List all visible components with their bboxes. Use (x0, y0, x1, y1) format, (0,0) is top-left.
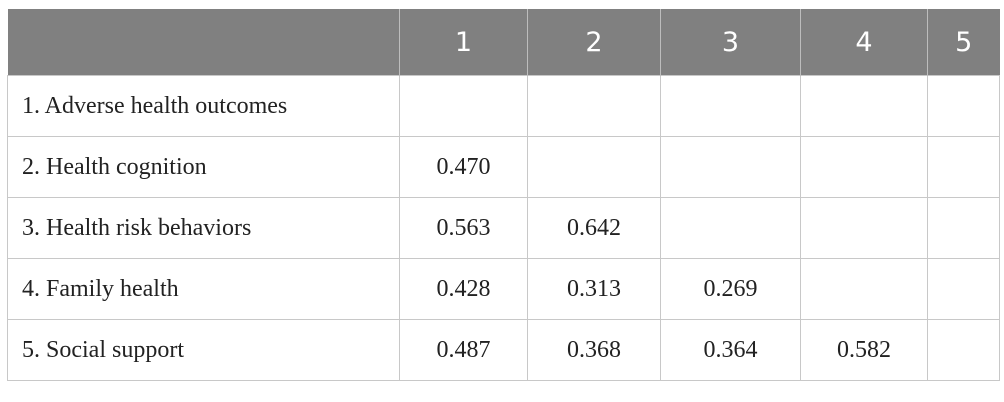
empty-cell (800, 75, 928, 137)
column-header: 1 (399, 9, 528, 76)
empty-cell (927, 136, 1000, 198)
table-row: 5. Social support 0.487 0.368 0.364 0.582 (7, 319, 1000, 381)
empty-cell (927, 197, 1000, 259)
value-cell: 0.269 (660, 258, 801, 320)
value-cell: 0.313 (527, 258, 661, 320)
empty-cell (927, 75, 1000, 137)
empty-cell (800, 197, 928, 259)
table-row: 2. Health cognition 0.470 (7, 136, 1000, 198)
value-cell: 0.470 (399, 136, 528, 198)
empty-cell (399, 75, 528, 137)
row-label: 3. Health risk behaviors (7, 197, 400, 259)
empty-cell (800, 258, 928, 320)
value-cell: 0.428 (399, 258, 528, 320)
table-row: 4. Family health 0.428 0.313 0.269 (7, 258, 1000, 320)
empty-cell (660, 75, 801, 137)
empty-cell (660, 136, 801, 198)
empty-cell (527, 136, 661, 198)
value-cell: 0.368 (527, 319, 661, 381)
table-row: 3. Health risk behaviors 0.563 0.642 (7, 197, 1000, 259)
value-cell: 0.563 (399, 197, 528, 259)
row-label: 5. Social support (7, 319, 400, 381)
empty-cell (660, 197, 801, 259)
value-cell: 0.364 (660, 319, 801, 381)
table-body: 1. Adverse health outcomes 2. Health cogn… (7, 75, 1000, 381)
value-cell: 0.642 (527, 197, 661, 259)
empty-cell (927, 258, 1000, 320)
header-cell (7, 9, 400, 76)
row-label: 2. Health cognition (7, 136, 400, 198)
row-label: 1. Adverse health outcomes (7, 75, 400, 137)
column-header: 2 (527, 9, 661, 76)
table-row: 1. Adverse health outcomes (7, 75, 1000, 137)
empty-cell (927, 319, 1000, 381)
value-cell: 0.487 (399, 319, 528, 381)
value-cell: 0.582 (800, 319, 928, 381)
empty-cell (800, 136, 928, 198)
column-header: 3 (660, 9, 801, 76)
empty-cell (527, 75, 661, 137)
column-header: 5 (927, 9, 1000, 76)
row-label: 4. Family health (7, 258, 400, 320)
column-header: 4 (800, 9, 928, 76)
